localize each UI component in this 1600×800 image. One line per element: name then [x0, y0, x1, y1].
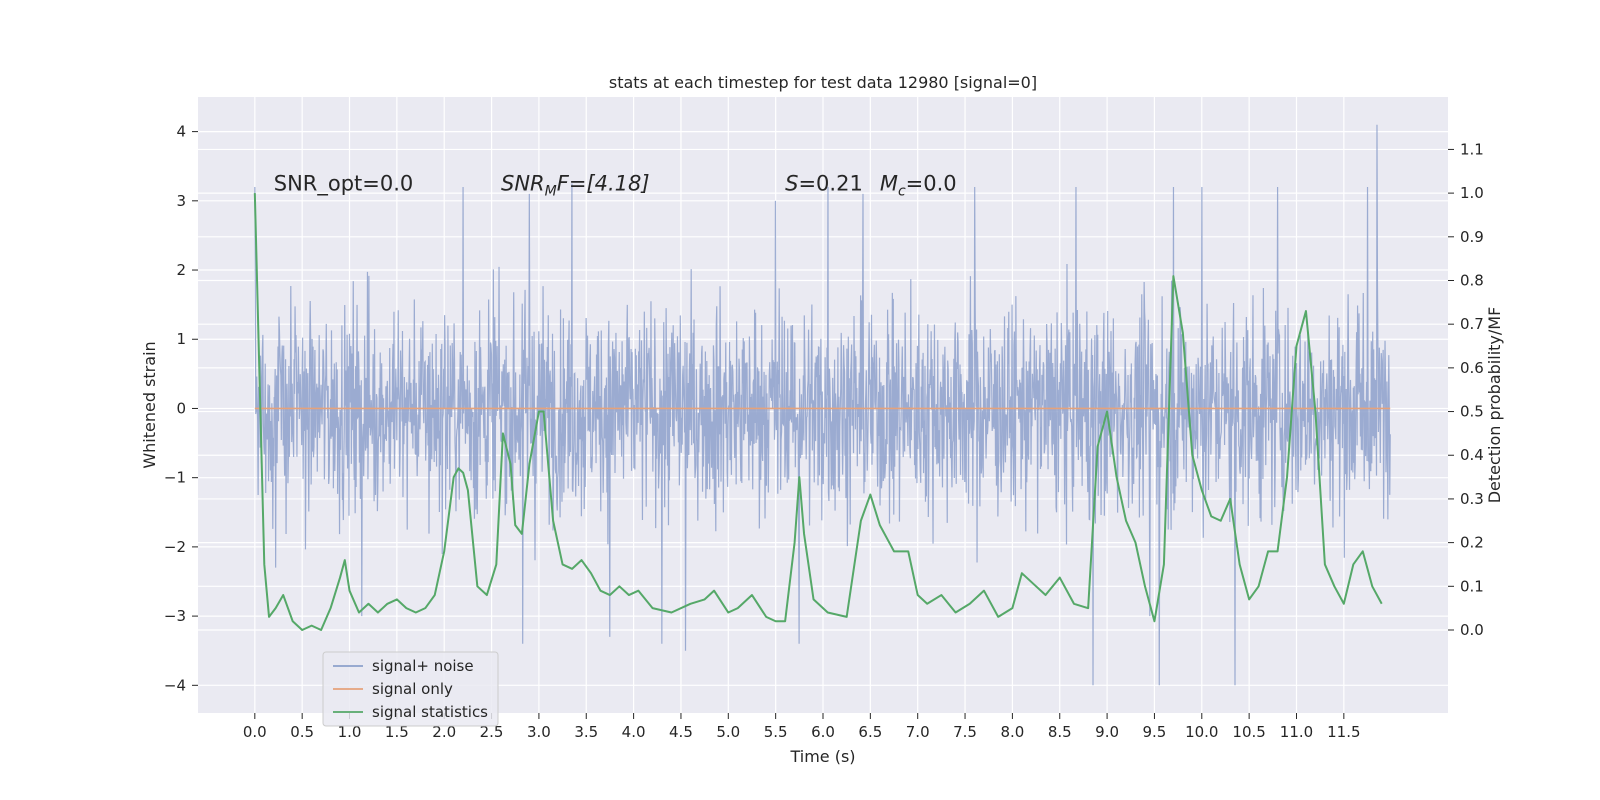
annotation-snr-mf-rest: F=[4.18]	[557, 171, 650, 195]
x-tick-label: 10.5	[1232, 723, 1265, 741]
y-tick-label: −2	[164, 538, 186, 556]
legend-box	[322, 651, 499, 727]
annotation-mc: Mc=0.0	[880, 171, 957, 199]
x-tick-label: 0.5	[290, 723, 314, 741]
y-right-tick-label: 1.0	[1460, 184, 1484, 202]
annotation-mc-name: M	[880, 171, 898, 195]
x-tick-label: 9.5	[1143, 723, 1167, 741]
y-axis-right-label: Detection probability/MF	[1485, 307, 1504, 504]
x-tick-label: 8.0	[1000, 723, 1024, 741]
y-right-tick-label: 0.3	[1460, 490, 1484, 508]
y-right-tick-label: 0.1	[1460, 577, 1484, 595]
legend-label-signal-noise: signal+ noise	[372, 657, 474, 675]
series-signal-statistics	[253, 193, 1383, 631]
y-axis-label: Whitened strain	[140, 341, 159, 468]
y-right-tick-label: 0.9	[1460, 228, 1484, 246]
x-tick-label: 2.5	[480, 723, 504, 741]
y-tick-label: −4	[164, 676, 186, 694]
legend-label-signal-only: signal only	[372, 680, 453, 698]
y-right-tick-label: 0.4	[1460, 446, 1484, 464]
legend: signal+ noise signal only signal statist…	[322, 651, 499, 727]
annotation-snr-opt: SNR_opt=0.0	[274, 171, 414, 196]
y-right-tick-label: 0.0	[1460, 621, 1484, 639]
annotation-snr-mf-name: SNR	[501, 171, 545, 195]
y-right-tick-label: 1.1	[1460, 140, 1484, 158]
y-right-tick-label: 0.6	[1460, 359, 1484, 377]
x-tick-label: 6.5	[858, 723, 882, 741]
annotation-mc-value: =0.0	[906, 171, 957, 195]
x-tick-label: 3.5	[574, 723, 598, 741]
x-tick-label: 11.5	[1327, 723, 1360, 741]
y-tick-label: −1	[164, 469, 186, 487]
annotation-mc-sub: c	[898, 183, 906, 199]
x-tick-label: 10.0	[1185, 723, 1218, 741]
annotation-s: S=0.21	[785, 171, 863, 195]
y-right-tick-label: 0.5	[1460, 403, 1484, 421]
x-tick-label: 2.0	[432, 723, 456, 741]
x-tick-label: 11.0	[1280, 723, 1313, 741]
annotation-snr-mf: SNRMF=[4.18]	[501, 171, 650, 199]
x-tick-label: 8.5	[1048, 723, 1072, 741]
x-tick-label: 7.5	[953, 723, 977, 741]
y-tick-label: 4	[176, 123, 186, 141]
y-tick-label: 1	[176, 330, 186, 348]
annotation-s-name: S	[785, 171, 798, 195]
y-tick-label: 0	[176, 399, 186, 417]
annotation-snr-mf-sub: M	[545, 183, 557, 199]
x-tick-label: 5.0	[716, 723, 740, 741]
x-tick-label: 1.0	[338, 723, 362, 741]
series-layer	[253, 124, 1391, 686]
y-right-tick-label: 0.2	[1460, 534, 1484, 552]
y-right-tick-label: 0.7	[1460, 315, 1484, 333]
y-right-tick-label: 0.8	[1460, 271, 1484, 289]
x-axis-label: Time (s)	[789, 747, 855, 766]
x-tick-label: 0.0	[243, 723, 267, 741]
y-tick-label: 2	[176, 261, 186, 279]
annotation-s-value: =0.21	[798, 171, 862, 195]
series-signal-noise	[254, 124, 1391, 686]
x-tick-label: 4.5	[669, 723, 693, 741]
x-tick-label: 7.0	[906, 723, 930, 741]
x-tick-label: 9.0	[1095, 723, 1119, 741]
ticks: 0.0 0.5 1.0 1.5 2.0 2.5 3.0 3.5 4.0 4.5 5.0 5.5 6.0 6…	[164, 123, 1484, 741]
x-tick-label: 1.5	[385, 723, 409, 741]
legend-label-signal-statistics: signal statistics	[372, 703, 488, 721]
chart-title: stats at each timestep for test data 129…	[609, 73, 1037, 92]
x-tick-label: 3.0	[527, 723, 551, 741]
x-tick-label: 5.5	[764, 723, 788, 741]
x-tick-label: 6.0	[811, 723, 835, 741]
y-tick-label: 3	[176, 192, 186, 210]
x-tick-label: 4.0	[622, 723, 646, 741]
y-tick-label: −3	[164, 607, 186, 625]
